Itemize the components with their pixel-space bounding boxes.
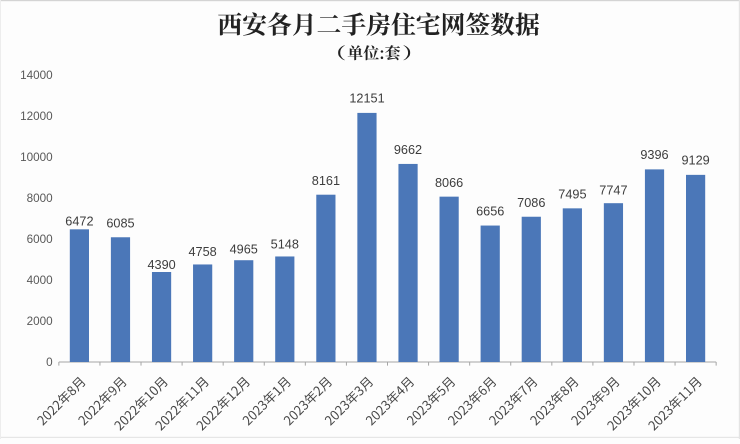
svg-text:4000: 4000 <box>27 274 54 287</box>
svg-text:6085: 6085 <box>106 217 134 231</box>
svg-text:8161: 8161 <box>312 174 340 188</box>
svg-text:8000: 8000 <box>27 192 54 205</box>
svg-text:0: 0 <box>46 356 53 369</box>
svg-text:4758: 4758 <box>188 245 216 259</box>
svg-text:7747: 7747 <box>599 184 627 198</box>
svg-text:4965: 4965 <box>230 242 258 256</box>
svg-text:6472: 6472 <box>65 214 93 228</box>
svg-text:12151: 12151 <box>349 92 384 106</box>
svg-text:8066: 8066 <box>435 176 463 190</box>
svg-text:14000: 14000 <box>20 69 53 82</box>
svg-text:9662: 9662 <box>394 143 422 157</box>
svg-text:5148: 5148 <box>271 238 299 252</box>
svg-text:7086: 7086 <box>517 196 545 210</box>
svg-text:12000: 12000 <box>20 110 53 123</box>
svg-text:10000: 10000 <box>20 151 53 164</box>
svg-text:9396: 9396 <box>640 148 668 162</box>
svg-text:6000: 6000 <box>27 233 54 246</box>
svg-text:9129: 9129 <box>681 153 709 167</box>
svg-text:7495: 7495 <box>558 187 586 201</box>
svg-text:2000: 2000 <box>27 315 54 328</box>
svg-text:4390: 4390 <box>147 258 175 272</box>
svg-text:6656: 6656 <box>476 205 504 219</box>
